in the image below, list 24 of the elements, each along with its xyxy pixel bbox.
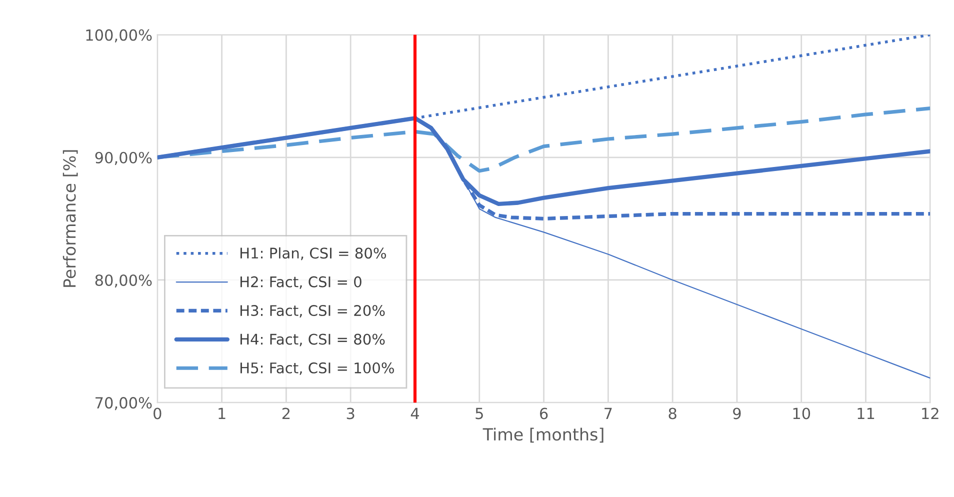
legend-label: H3: Fact, CSI = 20% — [240, 305, 385, 318]
x-tick-label: 11 — [858, 408, 874, 420]
x-tick-label: 0 — [154, 408, 162, 420]
x-tick-label: 6 — [540, 408, 548, 420]
y-tick-label: 80,00% — [95, 274, 152, 288]
x-tick-label: 2 — [282, 408, 290, 420]
legend-label: H1: Plan, CSI = 80% — [240, 247, 386, 260]
x-tick-label: 5 — [476, 408, 483, 420]
x-axis-title: Time [months] — [482, 428, 604, 443]
x-tick-label: 12 — [922, 408, 938, 420]
x-tick-label: 4 — [410, 408, 419, 420]
legend-label: H5: Fact, CSI = 100% — [240, 362, 394, 375]
x-tick-label: 7 — [604, 408, 612, 420]
y-tick-label: 100,00% — [86, 29, 152, 42]
legend-label: H4: Fact, CSI = 80% — [240, 334, 385, 346]
y-tick-label: 90,00% — [95, 152, 152, 165]
y-axis-title: Performance [%] — [62, 150, 78, 287]
y-tick-label: 70,00% — [96, 397, 152, 410]
x-tick-label: 3 — [346, 408, 354, 420]
x-tick-label: 10 — [793, 408, 810, 420]
x-tick-label: 8 — [668, 408, 676, 420]
x-tick-label: 9 — [733, 408, 741, 420]
x-tick-label: 1 — [218, 408, 226, 420]
legend-label: H2: Fact, CSI = 0 — [240, 276, 362, 289]
